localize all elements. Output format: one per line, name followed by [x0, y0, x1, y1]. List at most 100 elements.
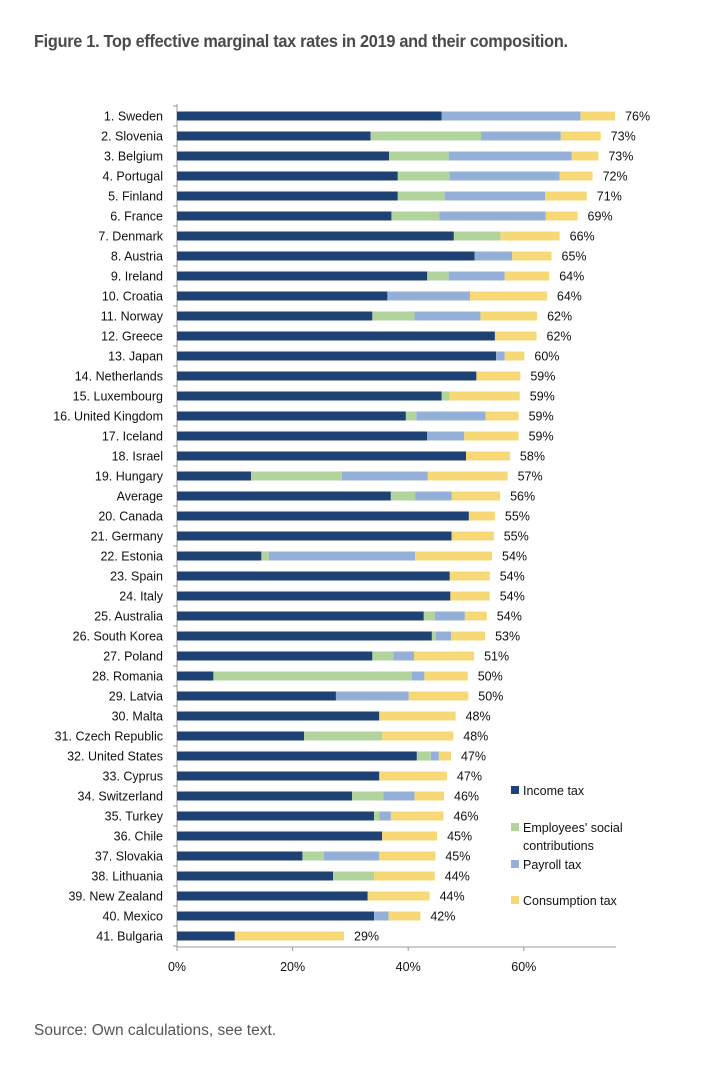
bar-segment-consumption-tax	[512, 251, 552, 261]
bar-segment-consumption-tax	[500, 231, 560, 241]
bar-segment-employees-social-contributions	[423, 611, 435, 621]
category-label: 37. Slovakia	[95, 850, 163, 864]
bar-segment-payroll-tax	[387, 291, 471, 301]
total-label: 48%	[463, 730, 488, 744]
bar-segment-payroll-tax	[414, 311, 481, 321]
bar-segment-payroll-tax	[416, 411, 486, 421]
legend-swatch	[511, 823, 519, 831]
category-label: 4. Portugal	[103, 170, 163, 184]
bar-segment-income-tax	[177, 291, 388, 301]
bar-segment-income-tax	[177, 851, 303, 861]
total-label: 73%	[611, 130, 636, 144]
bar-segment-consumption-tax	[464, 611, 487, 621]
bar-segment-income-tax	[177, 511, 469, 521]
category-label: 2. Slovenia	[101, 130, 163, 144]
bar-segment-income-tax	[177, 731, 305, 741]
bar-segment-income-tax	[177, 111, 442, 121]
bar-segment-consumption-tax	[545, 211, 578, 221]
category-label: 13. Japan	[108, 350, 163, 364]
total-label: 59%	[530, 370, 555, 384]
bar-segment-employees-social-contributions	[304, 731, 383, 741]
bar-segment-employees-social-contributions	[261, 551, 269, 561]
total-label: 59%	[530, 390, 555, 404]
bar-segment-employees-social-contributions	[441, 391, 450, 401]
x-tick-label: 20%	[280, 960, 305, 974]
total-label: 58%	[520, 450, 545, 464]
category-label: 10. Croatia	[102, 290, 163, 304]
bar-segment-consumption-tax	[234, 931, 345, 941]
category-label: 24. Italy	[119, 590, 164, 604]
category-label: 36. Chile	[114, 830, 163, 844]
bar-segment-consumption-tax	[466, 451, 510, 461]
category-label: 16. United Kingdom	[53, 410, 163, 424]
bar-segment-payroll-tax	[434, 611, 465, 621]
legend-label: Payroll tax	[523, 858, 582, 872]
category-label: Average	[117, 490, 163, 504]
bar-segment-consumption-tax	[470, 291, 547, 301]
bar-segment-payroll-tax	[323, 851, 380, 861]
bar-segment-income-tax	[177, 471, 251, 481]
bar-segment-income-tax	[177, 931, 235, 941]
legend-label: Consumption tax	[523, 894, 618, 908]
category-label: 34. Switzerland	[78, 790, 164, 804]
total-label: 66%	[570, 230, 595, 244]
category-label: 32. United States	[67, 750, 163, 764]
total-label: 51%	[484, 650, 509, 664]
bar-segment-consumption-tax	[504, 271, 550, 281]
bar-segment-consumption-tax	[382, 831, 438, 841]
bar-segment-consumption-tax	[424, 671, 468, 681]
bar-segment-income-tax	[177, 691, 336, 701]
bar-segment-employees-social-contributions	[427, 271, 449, 281]
bar-segment-consumption-tax	[414, 791, 445, 801]
bar-segment-consumption-tax	[464, 431, 519, 441]
bar-segment-consumption-tax	[449, 571, 490, 581]
total-label: 62%	[547, 330, 572, 344]
legend-swatch	[511, 896, 519, 904]
category-label: 17. Iceland	[102, 430, 163, 444]
total-label: 46%	[454, 790, 479, 804]
bar-segment-payroll-tax	[393, 651, 414, 661]
total-label: 29%	[354, 930, 379, 944]
bar-segment-payroll-tax	[415, 491, 452, 501]
total-label: 76%	[625, 110, 650, 124]
total-label: 54%	[500, 570, 525, 584]
bar-segment-consumption-tax	[367, 891, 430, 901]
bar-segment-employees-social-contributions	[372, 311, 415, 321]
total-label: 69%	[588, 210, 613, 224]
total-label: 60%	[534, 350, 559, 364]
bar-segment-income-tax	[177, 331, 495, 341]
category-label: 21. Germany	[91, 530, 164, 544]
bar-segment-employees-social-contributions	[372, 651, 394, 661]
bar-segment-payroll-tax	[435, 631, 451, 641]
bar-segment-employees-social-contributions	[250, 471, 342, 481]
bar-segment-consumption-tax	[468, 511, 495, 521]
total-label: 44%	[445, 870, 470, 884]
total-label: 54%	[502, 550, 527, 564]
total-label: 71%	[597, 190, 622, 204]
total-label: 50%	[478, 690, 503, 704]
bar-segment-consumption-tax	[451, 531, 494, 541]
bar-segment-consumption-tax	[379, 771, 447, 781]
bar-segment-consumption-tax	[438, 751, 451, 761]
category-label: 27. Poland	[103, 650, 163, 664]
bar-segment-consumption-tax	[413, 651, 475, 661]
bar-segment-income-tax	[177, 371, 477, 381]
bar-segment-consumption-tax	[480, 311, 538, 321]
legend-label: Income tax	[523, 784, 585, 798]
bar-segment-consumption-tax	[476, 371, 521, 381]
bar-segment-payroll-tax	[474, 251, 513, 261]
bar-segment-payroll-tax	[411, 671, 425, 681]
total-label: 64%	[559, 270, 584, 284]
bar-segment-income-tax	[177, 491, 391, 501]
bar-segment-income-tax	[177, 231, 454, 241]
total-label: 48%	[466, 710, 491, 724]
category-label: 15. Luxembourg	[73, 390, 163, 404]
total-label: 55%	[505, 510, 530, 524]
bar-segment-income-tax	[177, 671, 214, 681]
bar-segment-income-tax	[177, 771, 380, 781]
total-label: 47%	[461, 750, 486, 764]
bar-segment-income-tax	[177, 151, 390, 161]
total-label: 64%	[557, 290, 582, 304]
x-tick-label: 0%	[168, 960, 186, 974]
